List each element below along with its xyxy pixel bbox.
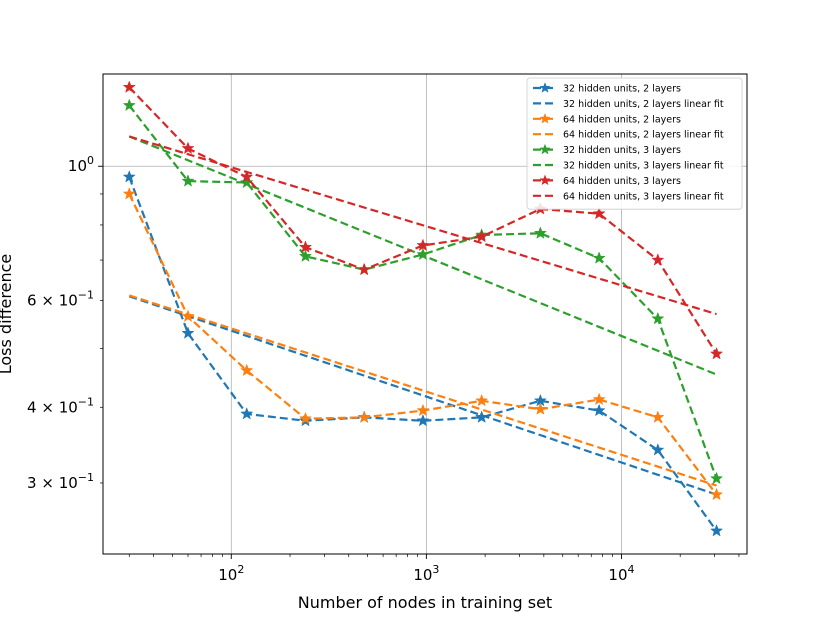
legend-fit-label-series-2: 32 hidden units, 3 layers linear fit xyxy=(563,161,724,172)
data-point-series-1 xyxy=(240,363,254,377)
legend: 32 hidden units, 2 layers 32 hidden units… xyxy=(526,77,743,210)
legend-fit-label-series-3: 64 hidden units, 3 layers linear fit xyxy=(563,191,724,202)
y-tick-label: 4 × 10−1 xyxy=(27,395,94,416)
data-point-series-0 xyxy=(592,403,606,417)
data-point-series-2 xyxy=(181,174,195,187)
data-point-series-2 xyxy=(533,226,547,239)
data-point-series-0 xyxy=(651,443,665,456)
data-point-series-2 xyxy=(240,175,254,189)
data-point-series-3 xyxy=(592,206,606,220)
data-line-series-0 xyxy=(128,176,718,532)
data-line-series-2 xyxy=(128,104,718,479)
data-point-series-2 xyxy=(298,249,313,262)
data-point-series-2 xyxy=(122,98,136,112)
legend-fit-label-series-0: 32 hidden units, 2 layers linear fit xyxy=(563,99,724,110)
data-point-series-1 xyxy=(475,393,489,407)
data-point-series-0 xyxy=(475,410,489,423)
series-layer xyxy=(122,80,724,537)
legend-label-series-2: 32 hidden units, 3 layers xyxy=(563,145,681,156)
x-tick-label: 104 xyxy=(608,563,634,584)
data-point-series-1 xyxy=(651,410,665,423)
data-point-series-0 xyxy=(416,413,430,427)
data-point-series-0 xyxy=(709,524,724,537)
legend-fit-label-series-1: 64 hidden units, 2 layers linear fit xyxy=(563,130,724,141)
y-tick-label: 6 × 10−1 xyxy=(27,289,94,310)
data-point-series-0 xyxy=(122,170,136,183)
y-tick-label: 100 xyxy=(68,154,94,175)
data-point-series-3 xyxy=(122,80,136,93)
data-point-series-3 xyxy=(416,238,430,252)
data-point-series-3 xyxy=(240,170,254,183)
legend-box xyxy=(526,77,743,210)
data-point-series-2 xyxy=(416,247,430,261)
y-axis-title: Loss difference xyxy=(0,254,15,375)
legend-label-series-3: 64 hidden units, 3 layers xyxy=(563,176,681,187)
legend-marker-series-1 xyxy=(539,112,551,124)
ticks: 102 103 104 100 6 × 10−1 4 × 10−1 3 × 10−1 xyxy=(27,154,740,584)
x-tick-label: 102 xyxy=(218,563,244,584)
data-point-series-1 xyxy=(416,403,430,417)
x-tick-label: 103 xyxy=(413,563,439,584)
y-tick-label: 3 × 10−1 xyxy=(27,471,94,492)
data-point-series-2 xyxy=(709,471,724,485)
data-point-series-1 xyxy=(357,410,371,423)
data-point-series-3 xyxy=(651,253,665,266)
plot-frame xyxy=(102,73,748,555)
data-point-series-3 xyxy=(181,141,195,155)
legend-label-series-0: 32 hidden units, 2 layers xyxy=(563,84,681,95)
data-point-series-3 xyxy=(357,262,371,276)
data-point-series-1 xyxy=(592,392,606,406)
fit-line-series-1 xyxy=(128,294,717,487)
data-point-series-2 xyxy=(651,311,665,325)
data-line-series-3 xyxy=(128,86,718,355)
data-point-series-3 xyxy=(475,229,489,243)
data-point-series-3 xyxy=(298,240,313,253)
x-axis-title: Number of nodes in training set xyxy=(298,593,552,612)
data-point-series-1 xyxy=(181,309,195,323)
data-point-series-1 xyxy=(533,402,547,415)
legend-marker-series-0 xyxy=(539,82,551,93)
data-point-series-1 xyxy=(709,487,724,501)
data-point-series-2 xyxy=(592,251,606,264)
data-point-series-1 xyxy=(298,411,313,425)
legend-marker-series-2 xyxy=(539,143,551,155)
fit-line-series-3 xyxy=(128,135,717,316)
data-point-series-1 xyxy=(122,187,136,200)
legend-label-series-1: 64 hidden units, 2 layers xyxy=(563,114,681,125)
data-point-series-0 xyxy=(181,326,195,339)
legend-marker-series-3 xyxy=(539,174,551,186)
fit-line-series-0 xyxy=(128,295,717,496)
data-point-series-0 xyxy=(240,407,254,420)
data-point-series-3 xyxy=(709,346,724,360)
